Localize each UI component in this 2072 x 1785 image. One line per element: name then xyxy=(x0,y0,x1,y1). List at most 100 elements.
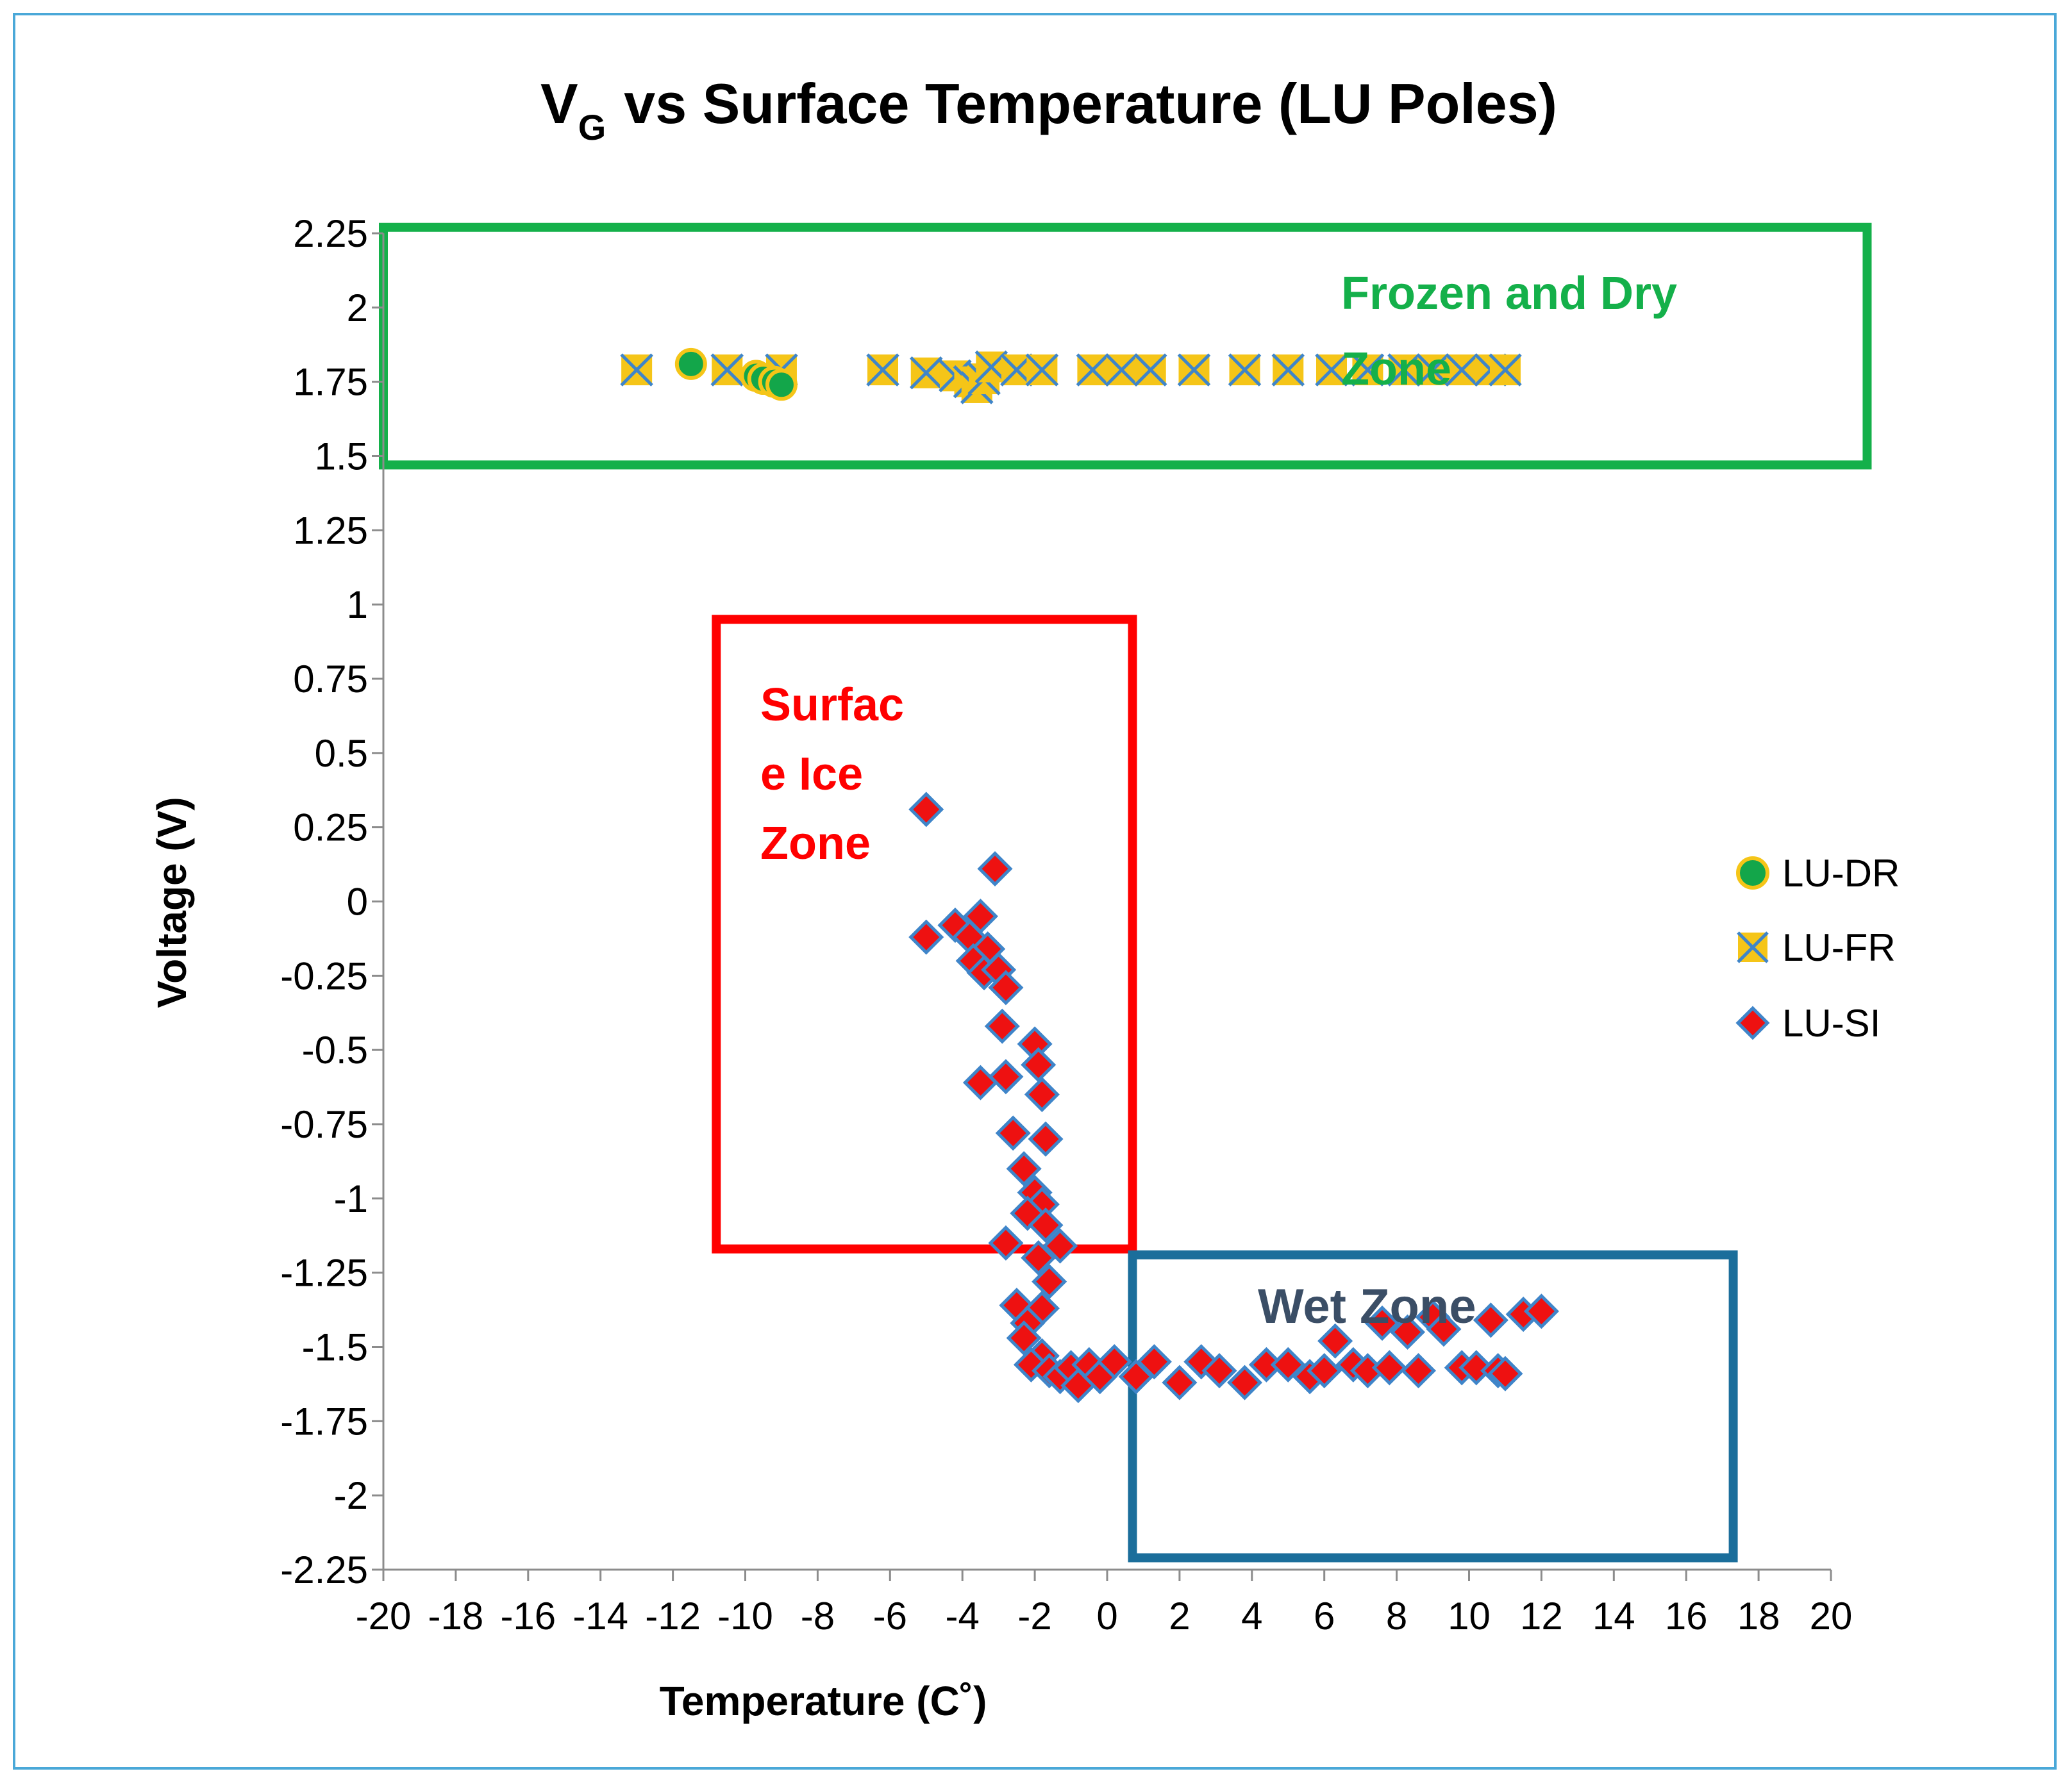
zone-box-wet xyxy=(1128,1250,1738,1563)
point-lu-si xyxy=(1006,1320,1042,1356)
point-lu-si xyxy=(995,1115,1031,1151)
y-tick-label: -0.75 xyxy=(280,1103,368,1146)
point-lu-fr xyxy=(620,353,653,386)
x-tick-label: 14 xyxy=(1592,1595,1635,1638)
x-box-stroke xyxy=(1025,353,1059,386)
title-subscript: G xyxy=(578,107,606,147)
y-tick-label: 0.25 xyxy=(293,806,368,849)
x-tick-label: 20 xyxy=(1810,1595,1853,1638)
zone-labels: Frozen and Dry Zone Surfac e Ice Zone Wet Zon… xyxy=(760,268,1677,1334)
point-lu-si xyxy=(1201,1353,1237,1389)
x-tick-label: -14 xyxy=(572,1595,628,1638)
point-lu-fr xyxy=(1445,353,1478,386)
y-tick-label: 1.75 xyxy=(293,361,368,404)
point-lu-fr xyxy=(1076,353,1110,386)
y-tick-label: -1.25 xyxy=(280,1252,368,1295)
x-box-stroke xyxy=(1105,353,1139,386)
point-lu-si xyxy=(1028,1207,1064,1243)
legend-marker-lu-fr xyxy=(1737,931,1769,963)
y-tick-label: 0.75 xyxy=(293,658,368,701)
point-lu-dr xyxy=(765,369,798,401)
legend-item-lu-si: LU-SI xyxy=(1735,1002,1880,1045)
zone-box-frozen xyxy=(379,222,1872,470)
x-tick-label: 8 xyxy=(1386,1595,1407,1638)
legend-marker-lu-si xyxy=(1735,1006,1770,1040)
point-lu-fr xyxy=(1271,353,1305,386)
point-lu-fr xyxy=(1489,353,1522,386)
legend-label-lu-dr: LU-DR xyxy=(1782,852,1900,895)
x-box-stroke xyxy=(909,356,943,390)
point-lu-si xyxy=(1400,1353,1437,1389)
x-tick-label: 4 xyxy=(1241,1595,1262,1638)
x-tick-label: 6 xyxy=(1314,1595,1335,1638)
point-lu-si xyxy=(1024,1077,1060,1113)
point-lu-si xyxy=(988,1225,1024,1261)
point-lu-si xyxy=(1389,1314,1426,1350)
y-tick-label: -0.25 xyxy=(280,954,368,997)
x-tick-label: -2 xyxy=(1017,1595,1051,1638)
x-box-stroke xyxy=(1271,353,1305,386)
legend: LU-DR LU-FR LU-SI xyxy=(1735,852,1900,1045)
point-lu-dr xyxy=(674,347,707,380)
y-tick-label: -2 xyxy=(334,1474,368,1517)
x-box-stroke xyxy=(1351,353,1385,386)
y-tick-label: -0.5 xyxy=(302,1029,368,1072)
x-box-stroke xyxy=(1076,353,1110,386)
x-tick-label: 16 xyxy=(1665,1595,1708,1638)
point-lu-fr xyxy=(1177,353,1211,386)
point-lu-si xyxy=(1371,1350,1407,1386)
zone-label-wet: Wet Zone xyxy=(1258,1279,1476,1334)
point-lu-si xyxy=(1162,1365,1198,1400)
point-lu-si xyxy=(962,1065,998,1100)
chart-frame xyxy=(13,13,2057,1770)
point-lu-si xyxy=(908,919,944,955)
series-lu-si xyxy=(908,792,1559,1404)
x-box-stroke xyxy=(1315,353,1348,386)
x-tick-label: 10 xyxy=(1448,1595,1491,1638)
y-axis-label: Voltage (V) xyxy=(149,797,195,1008)
point-lu-fr xyxy=(1387,353,1421,386)
point-lu-si xyxy=(1021,1047,1057,1083)
point-lu-fr xyxy=(1105,353,1139,386)
y-tick-label: -1.75 xyxy=(280,1400,368,1443)
legend-item-lu-dr: LU-DR xyxy=(1736,852,1900,895)
x-box-stroke xyxy=(1416,353,1450,386)
x-tick-label: -8 xyxy=(801,1595,835,1638)
chart-title: VG vs Surface Temperature (LU Poles) xyxy=(540,72,1557,147)
zone-label-ice: Zone xyxy=(760,818,871,869)
y-tick-label: 2 xyxy=(347,286,368,329)
x-tick-label: 2 xyxy=(1169,1595,1190,1638)
point-lu-fr xyxy=(1025,353,1059,386)
point-lu-si xyxy=(988,970,1024,1006)
y-tick-label: 0.5 xyxy=(315,732,368,775)
point-lu-si xyxy=(1317,1323,1353,1359)
y-tick-label: -1.5 xyxy=(302,1326,368,1369)
x-tick-label: -18 xyxy=(428,1595,484,1638)
axes: 2.25 2 1.75 1.5 1.25 1 0.75 0.5 0.25 0 -0.25 -0.5 -0… xyxy=(280,212,1852,1638)
point-lu-si xyxy=(1006,1150,1042,1187)
legend-marker-lu-dr xyxy=(1736,856,1769,890)
series-lu-dr xyxy=(674,347,798,401)
title-text: vs Surface Temperature (LU Poles) xyxy=(624,72,1557,135)
zone-label-ice: Surfac xyxy=(760,679,904,731)
x-box-stroke xyxy=(620,353,653,386)
point-lu-si xyxy=(1307,1353,1342,1389)
x-box-stroke xyxy=(1737,931,1769,963)
x-box-stroke xyxy=(1228,353,1262,386)
y-tick-label: 2.25 xyxy=(293,212,368,255)
x-tick-label: 18 xyxy=(1737,1595,1780,1638)
title-symbol: V xyxy=(540,72,578,135)
point-lu-si xyxy=(1226,1365,1263,1400)
x-box-stroke xyxy=(866,353,899,386)
point-lu-si xyxy=(1426,1311,1462,1347)
point-lu-si xyxy=(908,792,944,827)
zone-label-ice: e Ice xyxy=(760,749,863,800)
point-lu-si xyxy=(1028,1121,1064,1157)
x-tick-label: -4 xyxy=(946,1595,980,1638)
point-lu-fr xyxy=(1133,353,1167,386)
legend-label-lu-si: LU-SI xyxy=(1782,1002,1880,1045)
y-tick-label: -2.25 xyxy=(280,1548,368,1591)
x-tick-label: -6 xyxy=(873,1595,907,1638)
x-axis-label: Temperature (C˚) xyxy=(660,1678,987,1724)
